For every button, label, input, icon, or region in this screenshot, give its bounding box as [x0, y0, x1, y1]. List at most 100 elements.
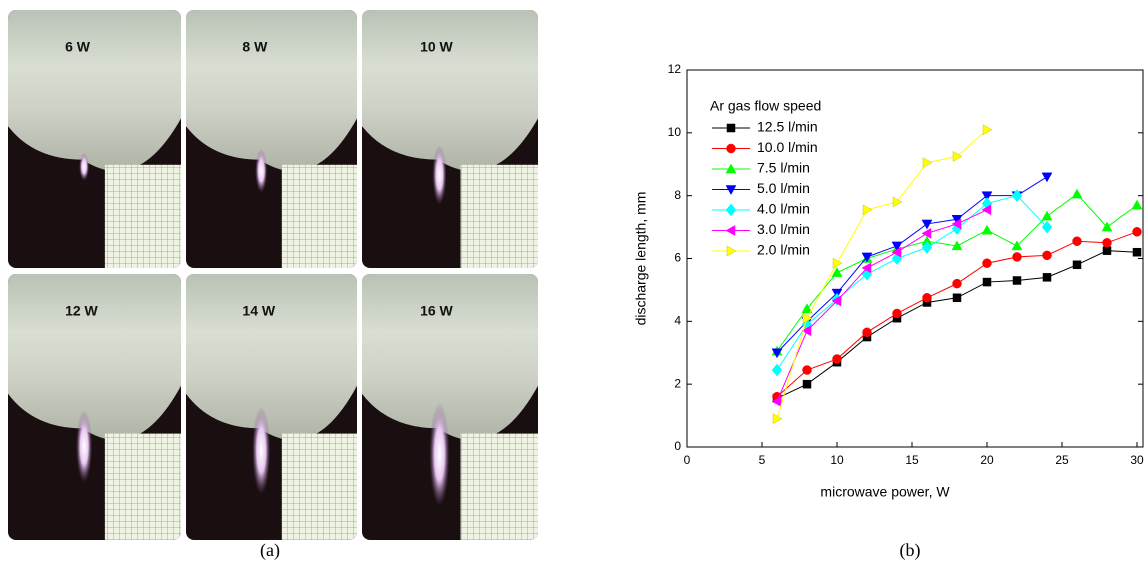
- y-axis-label: discharge length, mm: [633, 192, 649, 326]
- y-tick-label: 6: [674, 251, 681, 265]
- x-tick-label: 30: [1130, 453, 1144, 467]
- x-tick-label: 25: [1055, 453, 1069, 467]
- plasma: [429, 402, 450, 507]
- y-tick-label: 12: [668, 62, 682, 76]
- dome: [186, 274, 357, 441]
- legend-title: Ar gas flow speed: [710, 98, 821, 114]
- marker: [802, 312, 813, 324]
- series-line: [776, 209, 988, 402]
- marker: [1132, 227, 1142, 237]
- marker: [862, 327, 872, 338]
- marker: [921, 227, 932, 239]
- y-tick-label: 2: [674, 376, 681, 390]
- marker: [1071, 188, 1083, 199]
- marker: [982, 124, 993, 136]
- marker: [1011, 240, 1023, 251]
- photo: 6 W: [8, 10, 181, 268]
- photo-label: 10 W: [420, 39, 453, 55]
- legend-label: 12.5 l/min: [757, 119, 818, 135]
- dome: [362, 274, 538, 441]
- marker: [725, 203, 737, 217]
- grid-paper: [281, 164, 357, 268]
- marker: [982, 258, 992, 268]
- photo-label: 12 W: [65, 303, 98, 319]
- marker: [1101, 221, 1113, 232]
- marker: [1041, 220, 1053, 234]
- marker: [1012, 252, 1022, 262]
- marker: [831, 295, 842, 307]
- dome: [186, 10, 357, 172]
- marker: [1042, 250, 1052, 261]
- photo: 12 W: [8, 274, 181, 540]
- series-line: [776, 176, 1048, 354]
- marker: [922, 293, 932, 303]
- plasma: [255, 148, 268, 193]
- marker: [952, 150, 963, 162]
- legend-label: 10.0 l/min: [757, 139, 818, 155]
- marker: [1132, 247, 1142, 257]
- marker: [725, 163, 737, 174]
- series-line: [776, 195, 1048, 371]
- grid-paper: [281, 433, 357, 540]
- y-tick-label: 8: [674, 188, 681, 202]
- marker: [831, 267, 843, 277]
- marker: [801, 303, 813, 314]
- marker: [771, 396, 782, 407]
- panel-label: (a): [260, 540, 280, 561]
- marker: [982, 277, 992, 287]
- marker: [981, 204, 992, 216]
- y-tick-label: 10: [668, 125, 682, 139]
- plasma: [432, 144, 447, 205]
- dome: [8, 274, 181, 441]
- marker: [725, 185, 737, 196]
- y-tick-label: 4: [674, 314, 681, 328]
- x-tick-label: 10: [830, 453, 844, 467]
- marker: [802, 379, 812, 389]
- marker: [861, 262, 872, 274]
- photo-panel: 6 W 8 W 10 W 12 W 14 W 16 W: [8, 10, 538, 540]
- series-line: [776, 129, 988, 419]
- marker: [861, 252, 873, 263]
- marker: [1041, 172, 1053, 183]
- photo: 16 W: [362, 274, 538, 540]
- legend-label: 2.0 l/min: [757, 242, 810, 258]
- plasma: [76, 410, 93, 483]
- marker: [1041, 210, 1053, 221]
- photo-label: 8 W: [242, 39, 268, 55]
- marker: [771, 363, 783, 377]
- marker: [951, 218, 962, 230]
- grid-paper: [460, 164, 538, 268]
- marker: [1011, 189, 1023, 203]
- dome: [8, 10, 181, 172]
- marker: [1131, 199, 1143, 210]
- photo-content: [8, 274, 181, 540]
- chart: 0 5 10 15 20 25 30 0 2 4 6 8 10 12 microwave power, W d…: [633, 62, 1144, 500]
- photo-content: [8, 10, 181, 268]
- plasma: [252, 406, 271, 495]
- marker: [726, 245, 737, 257]
- marker: [981, 191, 993, 202]
- marker: [1072, 260, 1082, 270]
- marker: [952, 293, 962, 303]
- marker: [892, 308, 902, 319]
- series-line: [776, 250, 1138, 399]
- marker: [1072, 236, 1082, 246]
- y-tick-label: 0: [674, 439, 681, 453]
- marker: [981, 224, 993, 235]
- marker: [832, 257, 843, 269]
- series-line: [776, 231, 1138, 398]
- marker: [892, 196, 903, 208]
- legend-label: 3.0 l/min: [757, 221, 810, 237]
- grid-paper: [460, 433, 538, 540]
- dome: [362, 10, 538, 172]
- marker: [802, 365, 812, 375]
- plasma: [79, 152, 90, 181]
- x-tick-label: 15: [905, 453, 919, 467]
- photo: 14 W: [186, 274, 357, 540]
- photo: 10 W: [362, 10, 538, 268]
- photo-label: 16 W: [420, 303, 453, 319]
- plot-frame: [686, 69, 1144, 448]
- marker: [832, 354, 842, 364]
- photo-content: [362, 274, 538, 540]
